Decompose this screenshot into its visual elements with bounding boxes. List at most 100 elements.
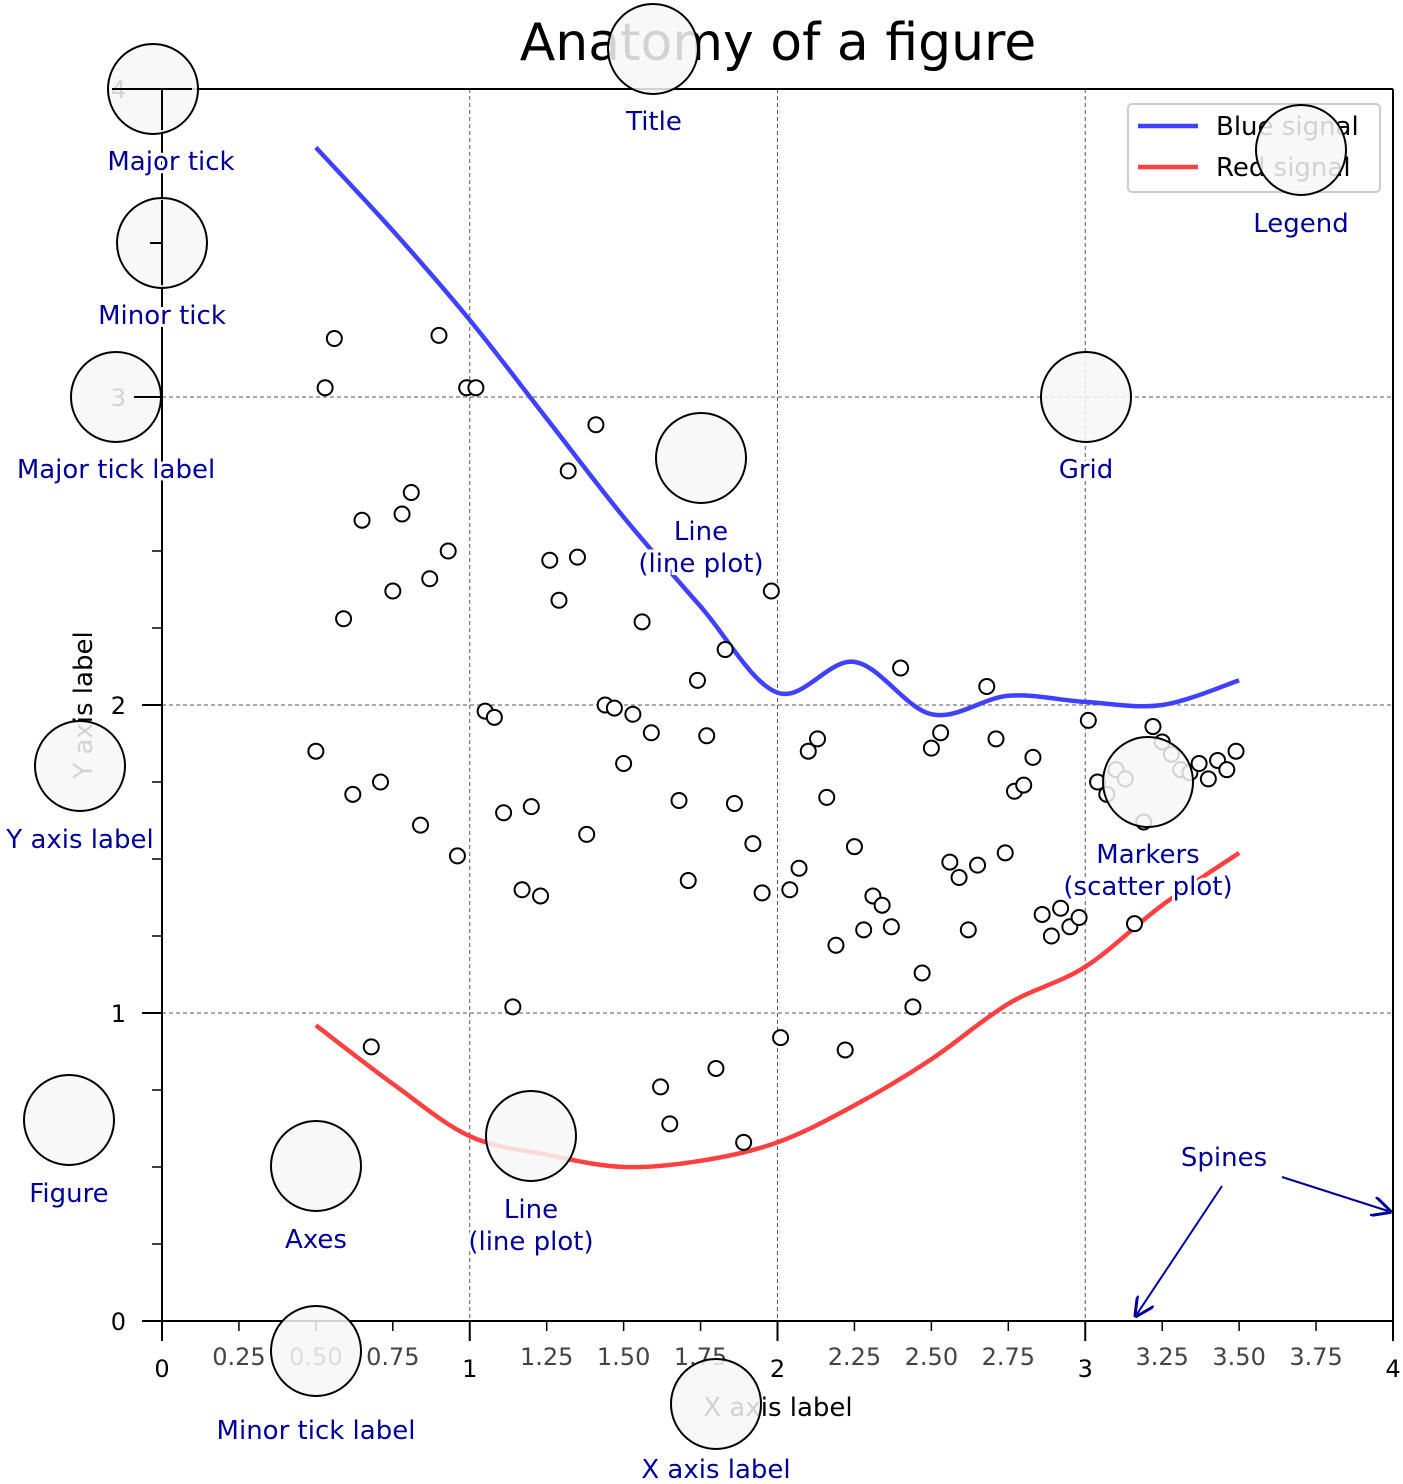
annotation-minor-tick-label-label: Minor tick label <box>217 1416 416 1446</box>
scatter-marker <box>344 785 362 803</box>
annotation-grid-label: Grid <box>1059 455 1114 485</box>
scatter-markers <box>307 326 1245 1151</box>
scatter-marker <box>559 462 577 480</box>
scatter-marker <box>412 816 430 834</box>
annotation-major-tick-label: Major tick <box>107 147 234 177</box>
scatter-marker <box>1042 927 1060 945</box>
x-minor-tick-label: 2.25 <box>828 1343 881 1371</box>
x-minor-tick-label: 2.50 <box>905 1343 958 1371</box>
scatter-marker <box>827 936 845 954</box>
scatter-marker <box>688 671 706 689</box>
scatter-marker <box>922 739 940 757</box>
scatter-marker <box>661 1115 679 1133</box>
scatter-marker <box>448 847 466 865</box>
scatter-marker <box>762 582 780 600</box>
scatter-marker <box>421 570 439 588</box>
x-minor-tick-label: 0.75 <box>366 1343 419 1371</box>
annotation-line-blue-label: (line plot) <box>638 549 763 579</box>
scatter-marker <box>568 548 586 566</box>
scatter-marker <box>633 613 651 631</box>
annotation-markers-label: Markers <box>1096 840 1199 870</box>
chart-title: Anatomy of a figure <box>520 13 1037 73</box>
scatter-marker <box>744 835 762 853</box>
spines-arrow-bottom <box>1137 1185 1223 1314</box>
spines-arrow-right <box>1281 1176 1388 1211</box>
scatter-marker <box>913 964 931 982</box>
scatter-marker <box>504 998 522 1016</box>
annotation-line-red-circle <box>485 1090 577 1182</box>
scatter-marker <box>522 798 540 816</box>
scatter-marker <box>1024 748 1042 766</box>
y-major-tick-label: 0 <box>111 1308 126 1336</box>
scatter-marker <box>316 379 334 397</box>
annotation-legend-circle <box>1255 104 1347 196</box>
annotation-line-blue-label: Line <box>674 517 728 547</box>
scatter-marker <box>1144 718 1162 736</box>
scatter-marker <box>615 755 633 773</box>
annotation-legend-label: Legend <box>1253 209 1349 239</box>
scatter-marker <box>799 742 817 760</box>
x-minor-tick-label: 1.25 <box>520 1343 573 1371</box>
scatter-marker <box>882 918 900 936</box>
annotation-line-blue-circle <box>655 412 747 504</box>
annotation-title-label: Title <box>625 107 682 137</box>
scatter-marker <box>430 326 448 344</box>
x-minor-tick-label: 3.75 <box>1289 1343 1342 1371</box>
scatter-marker <box>978 678 996 696</box>
scatter-marker <box>1227 742 1245 760</box>
scatter-marker <box>725 795 743 813</box>
scatter-marker <box>735 1133 753 1151</box>
scatter-marker <box>335 610 353 628</box>
scatter-marker <box>1199 770 1217 788</box>
annotation-axes-circle <box>270 1120 362 1212</box>
x-major-tick-label: 2 <box>770 1355 785 1383</box>
scatter-marker <box>393 505 411 523</box>
annotation-minor-tick-label: Minor tick <box>98 301 226 331</box>
scatter-marker <box>1125 915 1143 933</box>
scatter-marker <box>325 329 343 347</box>
annotation-markers-label: (scatter plot) <box>1063 872 1232 902</box>
scatter-marker <box>439 542 457 560</box>
scatter-marker <box>550 591 568 609</box>
scatter-marker <box>987 730 1005 748</box>
series <box>314 145 1241 1170</box>
annotation-x-axis-label-label: X axis label <box>641 1455 790 1484</box>
scatter-marker <box>1079 711 1097 729</box>
scatter-marker <box>513 881 531 899</box>
scatter-marker <box>495 804 513 822</box>
grid <box>162 89 1393 1321</box>
annotation-title-circle <box>607 3 699 95</box>
annotation-x-axis-label-circle <box>670 1358 762 1450</box>
y-major-tick-label: 1 <box>111 1000 126 1028</box>
scatter-marker <box>873 896 891 914</box>
scatter-marker <box>716 641 734 659</box>
annotations: Title Major tick Minor tick Major tick labe… <box>2 3 1388 1484</box>
annotation-figure-label: Figure <box>29 1179 108 1209</box>
scatter-marker <box>353 511 371 529</box>
annotation-markers-circle <box>1102 736 1194 828</box>
scatter-marker <box>845 838 863 856</box>
x-major-tick-label: 4 <box>1385 1355 1400 1383</box>
scatter-marker <box>932 724 950 742</box>
x-minor-tick-label: 0.25 <box>212 1343 265 1371</box>
scatter-marker <box>670 791 688 809</box>
scatter-marker <box>1015 776 1033 794</box>
scatter-marker <box>624 705 642 723</box>
x-minor-tick-label: 3.25 <box>1135 1343 1188 1371</box>
annotation-axes-label: Axes <box>285 1225 347 1255</box>
scatter-marker <box>892 659 910 677</box>
scatter-marker <box>959 921 977 939</box>
scatter-marker <box>1070 909 1088 927</box>
scatter-marker <box>753 884 771 902</box>
scatter-marker <box>485 708 503 726</box>
scatter-marker <box>904 998 922 1016</box>
scatter-marker <box>790 859 808 877</box>
annotation-line-red-label: (line plot) <box>468 1227 593 1257</box>
scatter-marker <box>969 856 987 874</box>
scatter-marker <box>679 872 697 890</box>
x-minor-tick-label: 2.75 <box>982 1343 1035 1371</box>
annotation-figure-circle <box>23 1074 115 1166</box>
scatter-marker <box>372 773 390 791</box>
ticks: 012340.250.500.751.251.501.752.252.502.7… <box>111 76 1401 1383</box>
